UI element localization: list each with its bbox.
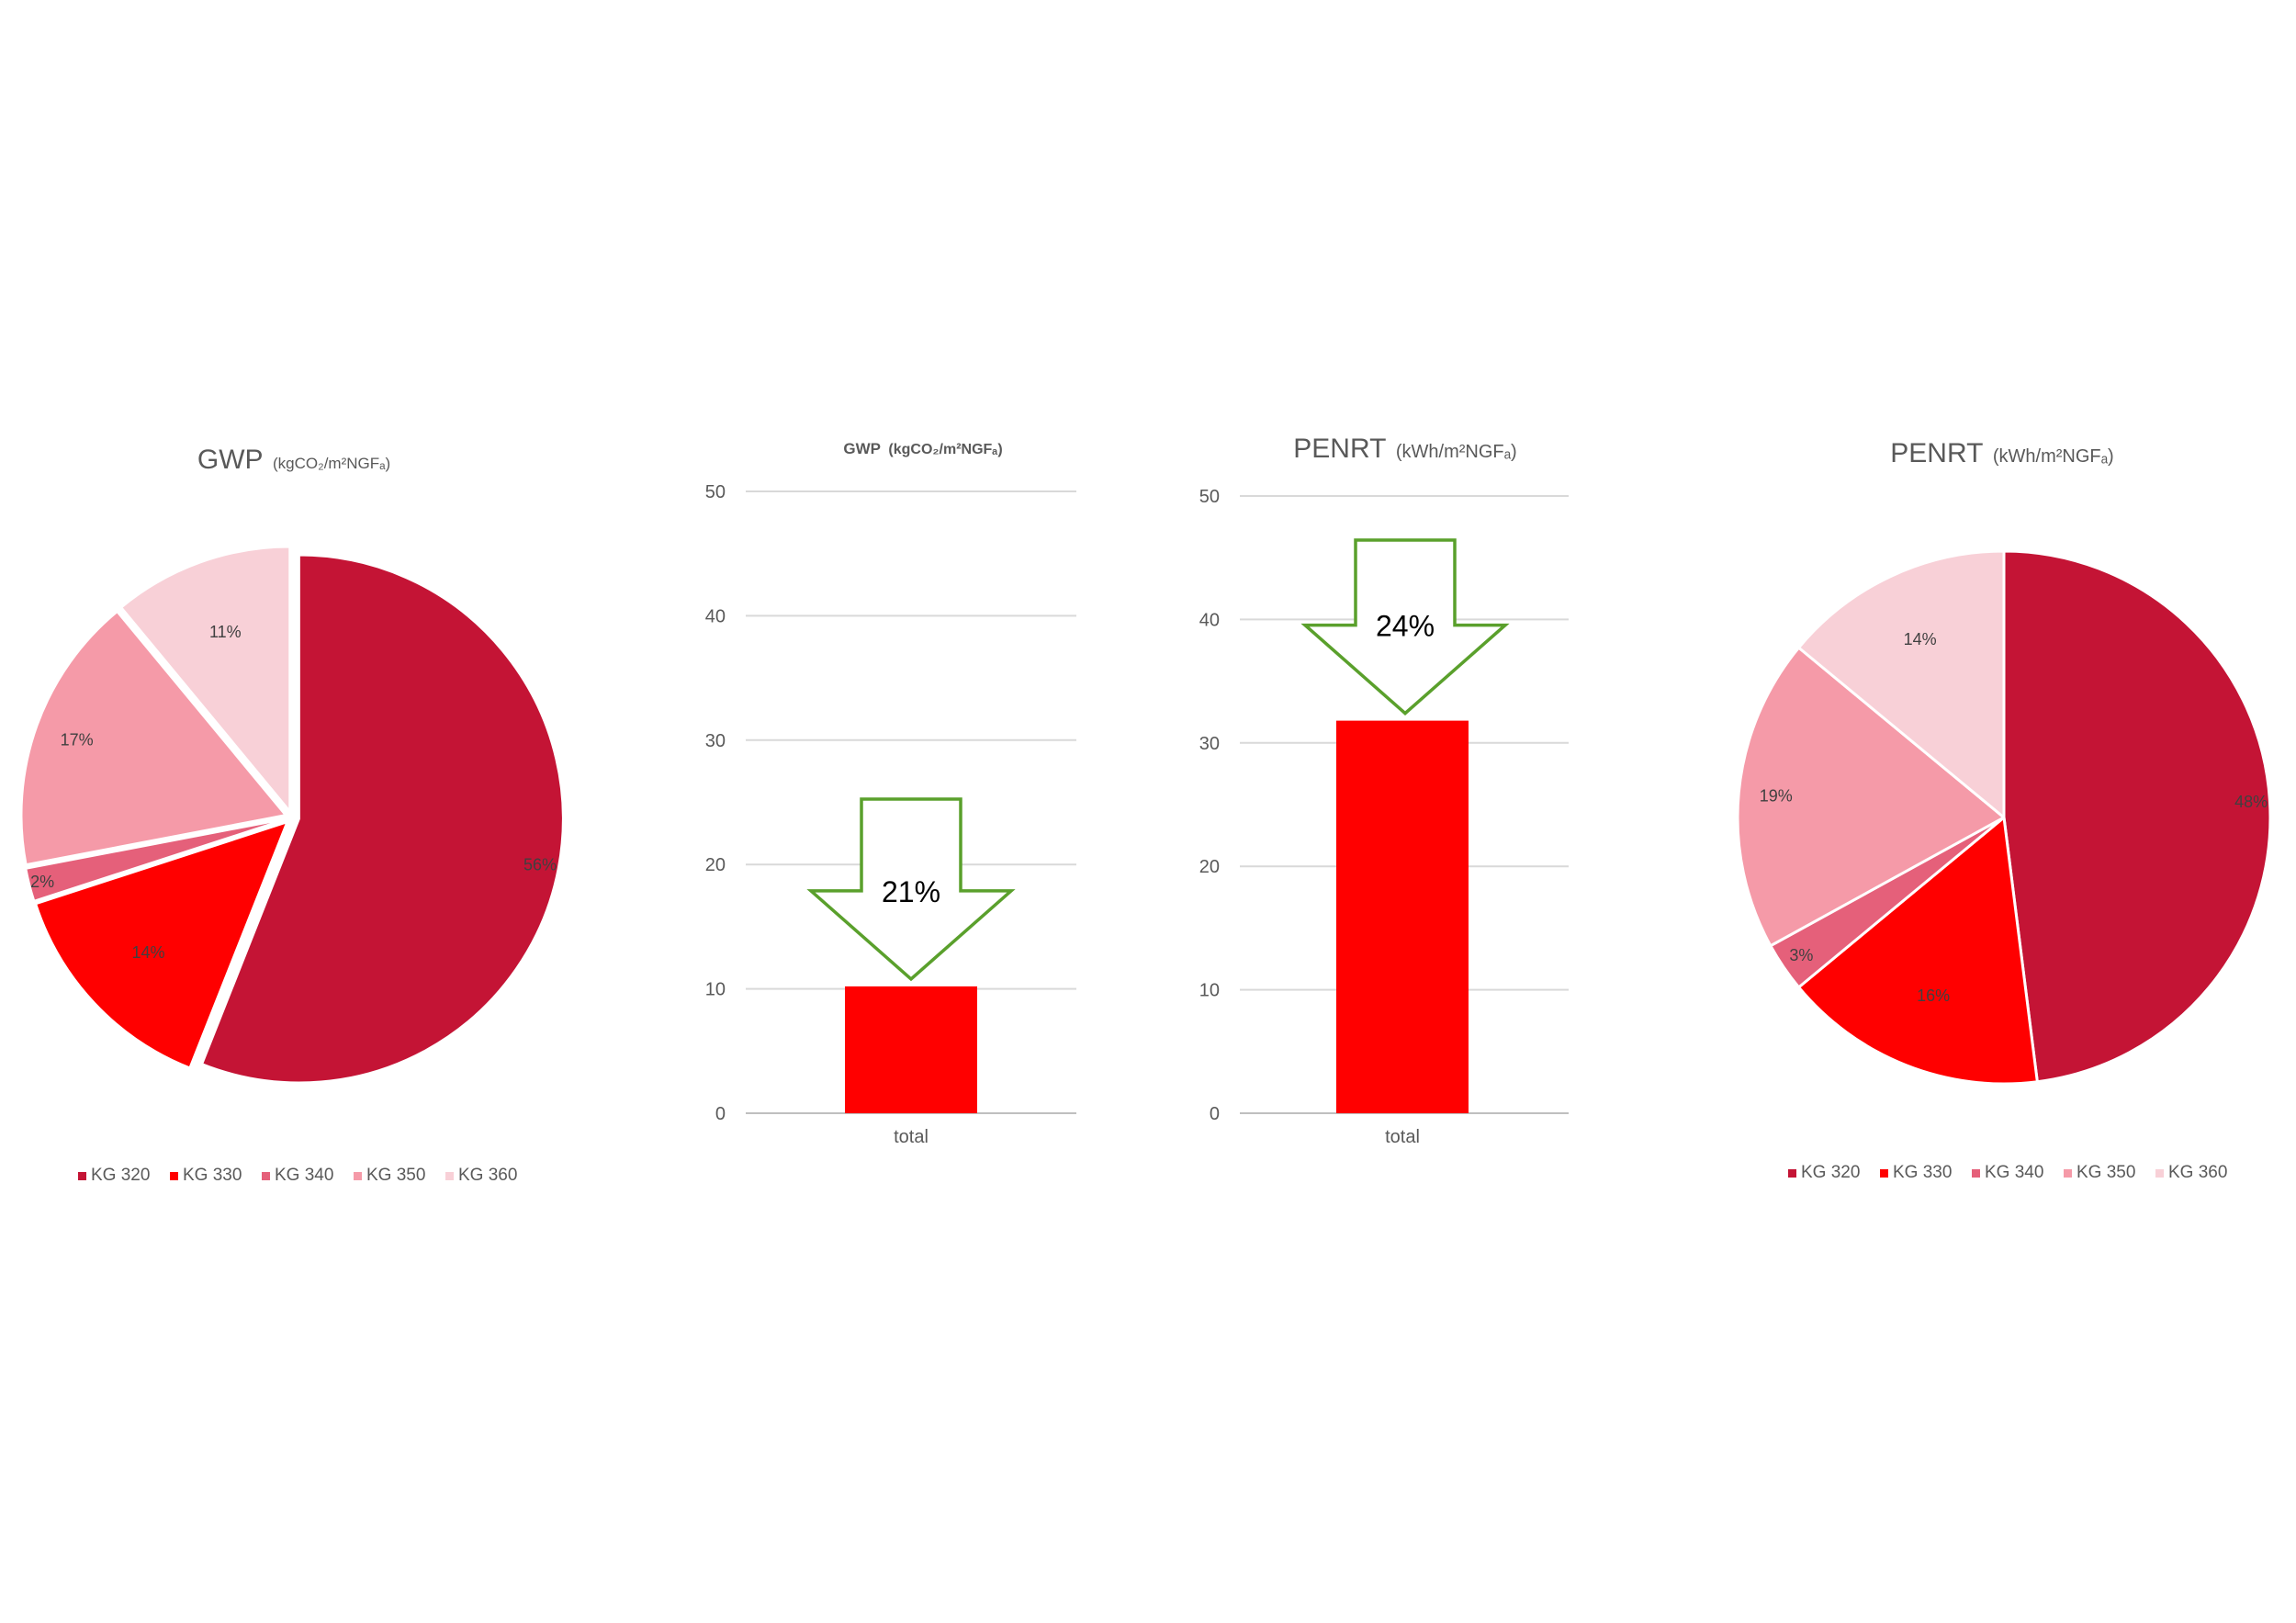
legend-label-kg-320: KG 320 — [1801, 1163, 1860, 1182]
gwp-pie-slices — [20, 546, 564, 1084]
reduction-percent-label: 21% — [882, 875, 940, 908]
gwp-pie-legend: KG 320 KG 330 KG 340 KG 350 KG 360 — [78, 1166, 517, 1185]
pie-label-kg-320: 56% — [523, 856, 557, 874]
ytick-label-50: 50 — [705, 482, 726, 502]
legend-label-kg-330: KG 330 — [183, 1166, 242, 1185]
legend-swatch-kg-360 — [445, 1172, 454, 1180]
gwp-reduction-arrow: 21% — [806, 797, 1016, 982]
ytick-label-30: 30 — [705, 731, 726, 751]
penrt-pie-title-unit: (kWh/m²NGFₐ) — [1993, 446, 2114, 467]
legend-label-kg-360: KG 360 — [458, 1166, 517, 1185]
gwp-pie-chart: GWP (kgCO₂/m²NGFₐ) 56% 14% 2% 17% 11% KG 320… — [20, 445, 564, 1185]
pie-slice-kg-320 — [201, 554, 564, 1084]
pie-label-kg-320: 48% — [2234, 793, 2268, 811]
ytick-label-50: 50 — [1199, 487, 1220, 507]
pie-slice-kg-360 — [1797, 549, 2006, 819]
ytick-label-30: 30 — [1199, 734, 1220, 754]
ytick-label-20: 20 — [705, 855, 726, 875]
pie-label-kg-340: 3% — [1789, 946, 1813, 964]
legend-label-kg-320: KG 320 — [91, 1166, 150, 1185]
gwp-pie-title-main: GWP — [197, 445, 264, 475]
legend-swatch-kg-340 — [1972, 1169, 1980, 1178]
reduction-percent-label: 24% — [1376, 610, 1435, 643]
gwp-bar-bars — [845, 986, 977, 1113]
gwp-bar-ytick-labels: 0 10 20 30 40 50 — [705, 482, 726, 1124]
legend-swatch-kg-320 — [78, 1172, 86, 1180]
pie-slice-kg-320 — [2002, 549, 2272, 1084]
legend-label-kg-360: KG 360 — [2168, 1163, 2227, 1182]
legend-swatch-kg-350 — [2064, 1169, 2072, 1178]
penrt-pie-title-main: PENRT — [1890, 438, 1983, 468]
pie-label-kg-330: 14% — [132, 943, 165, 962]
pie-label-kg-360: 11% — [209, 623, 242, 641]
pie-slice-kg-360 — [120, 546, 291, 812]
pie-label-kg-350: 19% — [1760, 787, 1793, 806]
penrt-pie-legend: KG 320 KG 330 KG 340 KG 350 KG 360 — [1788, 1163, 2227, 1182]
gwp-bar-category-labels: total — [894, 1127, 929, 1147]
gwp-pie-title-unit: (kgCO₂/m²NGFₐ) — [273, 455, 390, 472]
pie-label-kg-360: 14% — [1904, 630, 1937, 648]
legend-label-kg-340: KG 340 — [275, 1166, 333, 1185]
penrt-bar-category-labels: total — [1385, 1127, 1420, 1147]
legend-swatch-kg-350 — [354, 1172, 362, 1180]
ytick-label-40: 40 — [1199, 610, 1220, 630]
pie-slice-kg-350 — [20, 611, 287, 866]
legend-label-kg-350: KG 350 — [2077, 1163, 2135, 1182]
ytick-label-20: 20 — [1199, 857, 1220, 877]
pie-slice-kg-350 — [1736, 646, 2006, 948]
gwp-pie-labels: 56% 14% 2% 17% 11% — [30, 623, 557, 962]
legend-swatch-kg-330 — [1880, 1169, 1888, 1178]
penrt-bar-title: PENRT (kWh/m²NGFₐ) — [1293, 434, 1516, 464]
bar-total — [845, 986, 977, 1113]
penrt-pie-slices — [1736, 549, 2272, 1086]
legend-label-kg-330: KG 330 — [1893, 1163, 1952, 1182]
legend-label-kg-350: KG 350 — [366, 1166, 425, 1185]
gwp-bar-title-main: GWP — [843, 440, 881, 457]
penrt-pie-title: PENRT (kWh/m²NGFₐ) — [1890, 438, 2113, 468]
gwp-bar-title: GWP (kgCO₂/m²NGFₐ) — [843, 440, 1002, 457]
legend-swatch-kg-360 — [2155, 1169, 2164, 1178]
penrt-pie-labels: 48% 16% 3% 19% 14% — [1760, 630, 2268, 1005]
legend-swatch-kg-320 — [1788, 1169, 1796, 1178]
penrt-bar-bars — [1336, 720, 1469, 1113]
legend-swatch-kg-330 — [170, 1172, 178, 1180]
penrt-reduction-arrow: 24% — [1300, 538, 1510, 716]
penrt-bar-title-unit: (kWh/m²NGFₐ) — [1396, 442, 1517, 462]
penrt-bar-title-main: PENRT — [1293, 434, 1386, 464]
bar-total — [1336, 720, 1469, 1113]
ytick-label-0: 0 — [715, 1104, 726, 1124]
ytick-label-10: 10 — [1199, 981, 1220, 1001]
pie-slice-kg-330 — [1797, 816, 2039, 1086]
down-arrow-icon — [806, 797, 1016, 982]
category-label-total: total — [1385, 1127, 1420, 1147]
pie-label-kg-340: 2% — [30, 873, 54, 891]
ytick-label-10: 10 — [705, 980, 726, 1000]
gwp-bar-title-unit: (kgCO₂/m²NGFₐ) — [888, 442, 1002, 457]
pie-slice-kg-340 — [25, 817, 287, 902]
legend-label-kg-340: KG 340 — [1985, 1163, 2043, 1182]
ytick-label-0: 0 — [1210, 1104, 1220, 1124]
down-arrow-icon — [1300, 538, 1510, 716]
category-label-total: total — [894, 1127, 929, 1147]
penrt-pie-chart: PENRT (kWh/m²NGFₐ) 48% 16% 3% 19% 14% KG 320… — [1736, 438, 2272, 1182]
ytick-label-40: 40 — [705, 606, 726, 626]
gwp-pie-title: GWP (kgCO₂/m²NGFₐ) — [197, 445, 390, 475]
pie-label-kg-350: 17% — [61, 731, 94, 750]
penrt-bar-chart: PENRT (kWh/m²NGFₐ) 0 10 20 30 40 50 total 24% — [1199, 434, 1569, 1147]
penrt-bar-ytick-labels: 0 10 20 30 40 50 — [1199, 487, 1220, 1124]
pie-label-kg-330: 16% — [1917, 986, 1950, 1005]
gwp-bar-chart: GWP (kgCO₂/m²NGFₐ) 0 10 20 30 40 50 total 21% — [705, 440, 1076, 1147]
pie-slice-kg-330 — [35, 821, 288, 1069]
legend-swatch-kg-340 — [262, 1172, 270, 1180]
